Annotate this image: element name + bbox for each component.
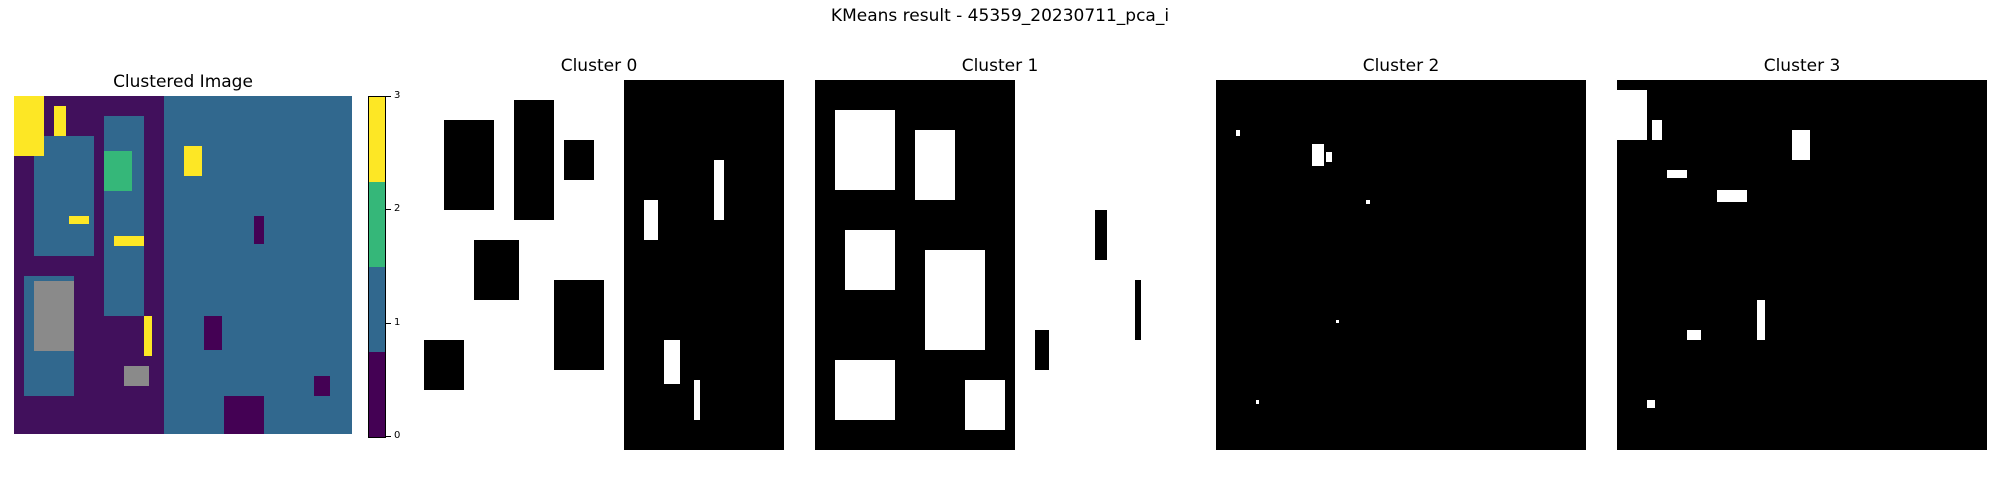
colorbar-segment-3	[369, 97, 385, 182]
colorbar-segment-0	[369, 352, 385, 437]
colorbar-tick-label-0: 0	[394, 430, 401, 441]
colorbar-segment-1	[369, 267, 385, 352]
colorbar-tick-label-3: 3	[394, 90, 401, 101]
cluster-2-title: Cluster 2	[1362, 56, 1440, 76]
cluster-1-title: Cluster 1	[961, 56, 1039, 76]
cluster-3-mask	[1617, 80, 1987, 450]
cluster-3-title: Cluster 3	[1763, 56, 1841, 76]
colorbar-tick-1	[386, 323, 391, 324]
colorbar	[368, 96, 386, 438]
cluster-0-mask	[414, 80, 784, 450]
clustered-image-title: Clustered Image	[113, 72, 253, 92]
colorbar-tick-2	[386, 209, 391, 210]
colorbar-tick-0	[386, 436, 391, 437]
colorbar-tick-label-2: 2	[394, 203, 401, 214]
cluster-0-title: Cluster 0	[560, 56, 638, 76]
colorbar-tick-label-1: 1	[394, 317, 401, 328]
figure-title: KMeans result - 45359_20230711_pca_i	[830, 6, 1170, 26]
colorbar-segment-2	[369, 182, 385, 267]
cluster-1-mask	[815, 80, 1185, 450]
cluster-2-mask	[1216, 80, 1586, 450]
clustered-image	[14, 96, 352, 434]
colorbar-tick-3	[386, 96, 391, 97]
